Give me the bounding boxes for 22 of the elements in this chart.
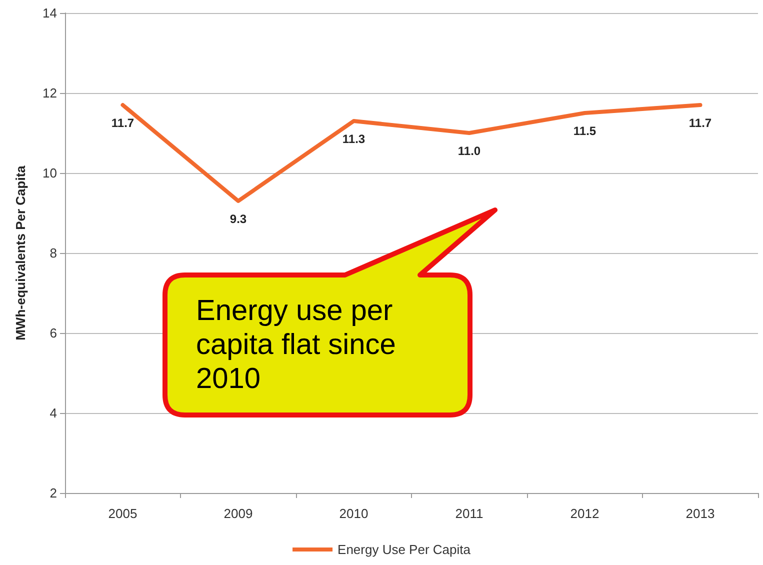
y-axis-title: MWh-equivalents Per Capita [13,164,28,340]
data-label: 9.3 [230,212,247,226]
data-label: 11.0 [458,144,481,158]
y-tick-label: 6 [50,326,57,340]
data-label: 11.7 [688,116,712,130]
x-tick-label: 2009 [224,506,253,521]
y-tick-label: 2 [50,486,57,500]
x-tick-label: 2012 [570,506,600,521]
y-tick-label: 10 [42,166,57,180]
legend-label: Energy Use Per Capita [338,542,472,557]
y-tick-label: 8 [50,246,57,260]
x-tick-label: 2010 [339,506,368,521]
y-tick-label: 4 [50,406,57,420]
data-label: 11.7 [111,116,134,130]
data-label: 11.5 [573,124,596,138]
y-tick-label: 14 [42,6,57,20]
x-tick-label: 2011 [455,506,484,521]
annotation: Energy use per capita flat since 2010 [196,294,397,396]
x-tick-label: 2013 [686,506,715,521]
y-tick-label: 12 [42,86,57,100]
data-label: 11.3 [342,132,366,146]
x-tick-label: 2005 [108,506,138,521]
